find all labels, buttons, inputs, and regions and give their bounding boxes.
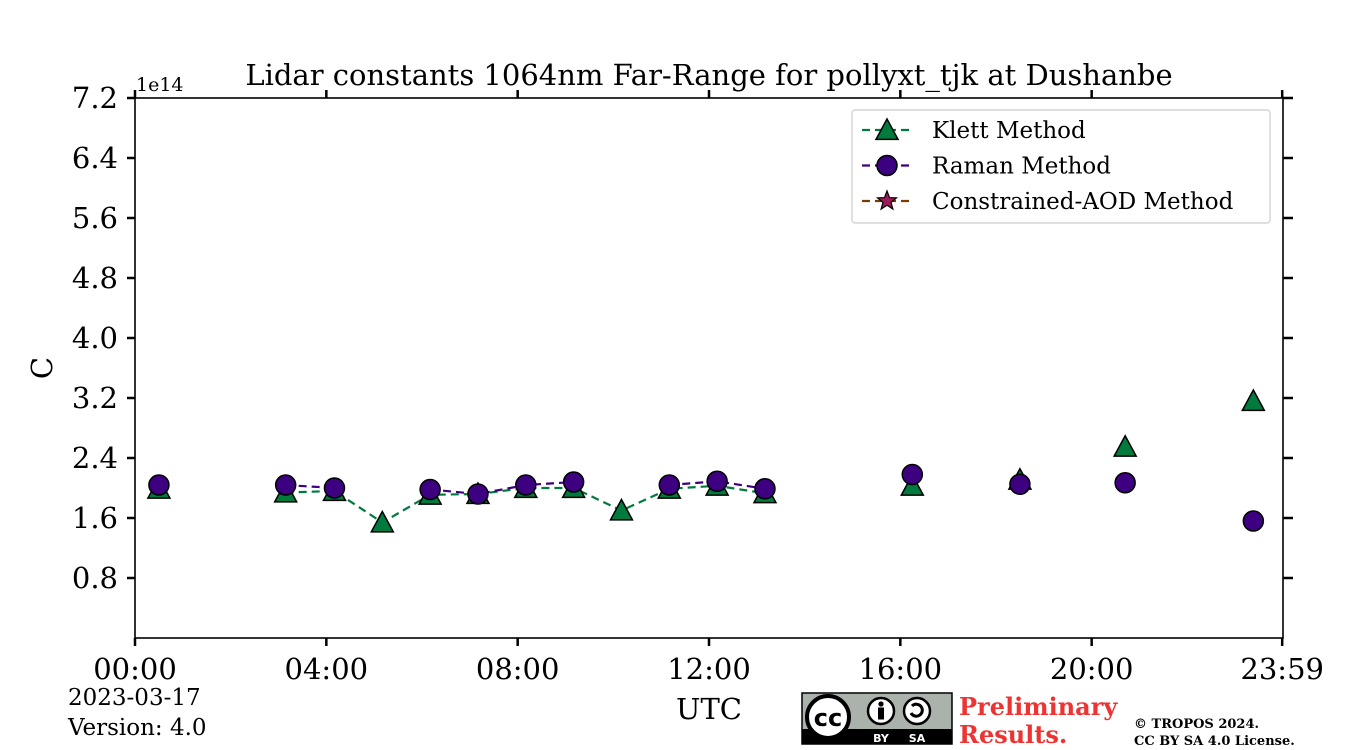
- Raman Method point: [901, 463, 924, 486]
- x-tick-label: 12:00: [667, 652, 751, 686]
- x-tick-label: 16:00: [859, 652, 943, 686]
- y-tick-label: 2.4: [72, 441, 118, 475]
- cc-logo-text: cc: [814, 704, 842, 732]
- Raman Method point: [467, 483, 489, 505]
- Raman Method point: [1114, 472, 1136, 494]
- x-tick-label: 20:00: [1050, 652, 1134, 686]
- footer-date: 2023-03-17: [68, 685, 201, 711]
- y-tick-label: 4.0: [72, 321, 118, 355]
- Raman Method point: [419, 478, 441, 501]
- legend-label-0: Klett Method: [932, 118, 1086, 144]
- Klett Method point: [1241, 388, 1266, 412]
- Raman Method point: [515, 474, 537, 496]
- Raman Method point: [148, 474, 170, 496]
- legend-frame: [851, 109, 1271, 224]
- by-person-body: [878, 707, 884, 720]
- x-tick-label: 23:59: [1240, 652, 1324, 686]
- series-markers: [146, 388, 1266, 533]
- y-tick-label: 3.2: [72, 381, 118, 415]
- footer-version: Version: 4.0: [67, 715, 207, 741]
- preliminary-line-1: Preliminary: [959, 692, 1118, 721]
- cc-sa-label: SA: [909, 732, 926, 745]
- y-tick-label: 5.6: [72, 201, 118, 235]
- y-tick-label: 7.2: [72, 81, 118, 115]
- cc-by-label: BY: [873, 732, 890, 745]
- by-person-head: [878, 701, 884, 707]
- Raman Method line: [669, 480, 766, 490]
- y-tick-label: 1.6: [72, 501, 118, 535]
- y-tick-label: 6.4: [72, 141, 118, 175]
- Raman Method point: [562, 471, 585, 493]
- sa-share-arrow: [909, 702, 924, 718]
- Raman Method line: [429, 480, 574, 496]
- Klett Method point: [609, 497, 634, 521]
- Raman Method point: [323, 477, 346, 499]
- x-tick-label: 04:00: [285, 652, 369, 686]
- Raman Method point: [274, 474, 297, 496]
- Raman Method point: [1009, 473, 1031, 495]
- axis-ticks: 00:00 04:00 08:00 12:00 16:00 20:00 23:59 0.8 1.…: [72, 81, 1324, 686]
- y-tick-label: 4.8: [72, 261, 118, 295]
- Raman Method point: [1242, 510, 1265, 532]
- cc-logo-icon: [805, 694, 851, 740]
- Raman Method point: [658, 474, 681, 496]
- x-tick-label: 00:00: [93, 652, 177, 686]
- copyright-line-2: CC BY SA 4.0 License.: [1134, 734, 1295, 749]
- Raman Method point: [706, 470, 728, 492]
- legend-label-1: Raman Method: [932, 154, 1111, 180]
- sa-share-icon: [902, 696, 932, 726]
- legend-label-2: Constrained-AOD Method: [932, 189, 1234, 215]
- x-tick-label: 08:00: [476, 652, 560, 686]
- x-axis-label: UTC: [676, 692, 742, 726]
- legend-marker-2: [875, 189, 899, 211]
- legend: Klett Method Raman Method Constrained-AOD …: [851, 109, 1271, 224]
- chart-title: Lidar constants 1064nm Far-Range for pol…: [245, 58, 1172, 93]
- legend-marker-1: [876, 154, 898, 177]
- copyright-line-1: © TROPOS 2024.: [1134, 717, 1259, 732]
- Raman Method point: [754, 478, 776, 500]
- cc-by-sa-badge: cc BY SA: [801, 692, 953, 745]
- legend-marker-0: [874, 117, 900, 141]
- y-tick-label: 0.8: [72, 561, 118, 595]
- Klett Method point: [370, 509, 395, 533]
- y-axis-label: C: [25, 357, 59, 379]
- preliminary-line-2: Results.: [959, 720, 1067, 749]
- y-offset-label: 1e14: [136, 74, 184, 96]
- Klett Method point: [1112, 434, 1138, 457]
